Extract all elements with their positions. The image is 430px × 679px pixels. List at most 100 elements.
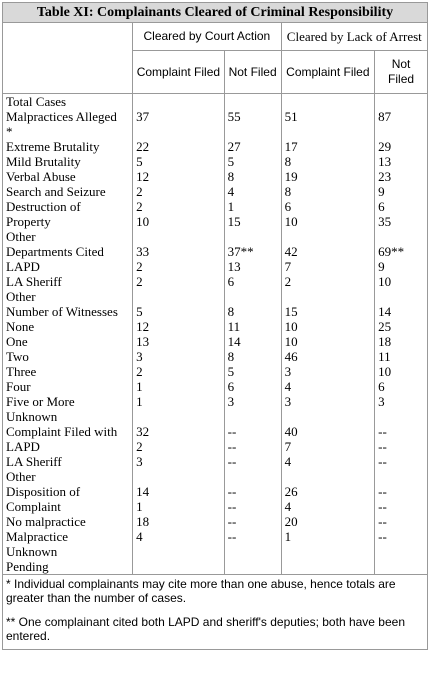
cell-value: 46 xyxy=(284,349,298,364)
row-label: Four xyxy=(6,379,31,394)
row-label: Complaint xyxy=(6,499,61,514)
cell-value: 51 xyxy=(284,109,298,124)
value-cell: 40 7 4 xyxy=(280,424,376,484)
cell-value: 1 xyxy=(136,379,143,394)
cell-value: 2 xyxy=(136,439,143,454)
cell-value: 9 xyxy=(378,184,385,199)
cell-value: 69** xyxy=(378,244,405,259)
row-label: Other xyxy=(6,229,36,244)
cell-value: -- xyxy=(227,439,237,454)
row-label: Departments Cited xyxy=(6,244,104,259)
cell-value: 37** xyxy=(227,244,254,259)
row-label: * xyxy=(6,124,13,139)
label-cell: Departments Cited LAPD LA Sheriff Other xyxy=(1,244,134,304)
value-cell: 42 7 2 xyxy=(280,244,376,304)
value-cell: 14 1 18 4 xyxy=(132,484,225,575)
cell-value: 4 xyxy=(284,379,292,394)
row-label: One xyxy=(6,334,28,349)
cell-value: 2 xyxy=(136,259,143,274)
cell-value: -- xyxy=(227,454,237,469)
cell-value: 37 xyxy=(136,109,150,124)
cell-value: 12 xyxy=(136,319,150,334)
cell-value: 27 xyxy=(227,139,241,154)
cell-value: 2 xyxy=(284,274,292,289)
cell-value: 11 xyxy=(378,349,391,364)
value-cell: 15 10 10 46 3 4 3 xyxy=(280,304,376,424)
value-cell: 33 2 2 xyxy=(132,244,225,304)
cell-value: 42 xyxy=(284,244,298,259)
value-cell: 8 11 14 8 5 6 3 xyxy=(223,304,282,424)
cell-value: 26 xyxy=(284,484,298,499)
label-cell: Extreme Brutality Mild Brutality Verbal Ab… xyxy=(1,139,134,244)
table-title: Table XI: Complainants Cleared of Crimin… xyxy=(2,2,428,23)
cell-value: -- xyxy=(227,529,237,544)
cell-value: 35 xyxy=(378,214,392,229)
row-label: Unknown xyxy=(6,409,58,424)
row-label: LA Sheriff xyxy=(6,454,62,469)
group-header: Cleared by Lack of Arrest xyxy=(280,22,429,51)
cell-value: 2 xyxy=(136,199,143,214)
cell-value: 1 xyxy=(284,529,292,544)
cell-value: 6 xyxy=(378,379,385,394)
cell-value: 22 xyxy=(136,139,150,154)
section-row: Complaint Filed with LAPD LA Sheriff Other 3… xyxy=(1,424,428,484)
row-label: Other xyxy=(6,469,36,484)
footnote: ** One complainant cited both LAPD and s… xyxy=(6,615,405,643)
cell-value: 6 xyxy=(227,379,235,394)
cell-value: 3 xyxy=(378,394,385,409)
cell-value: 5 xyxy=(227,364,235,379)
cell-value: 6 xyxy=(378,199,385,214)
cell-value: -- xyxy=(378,514,387,529)
value-cell: 29 13 23 9 6 35 xyxy=(374,139,428,244)
section-row: Total Cases Malpractices Alleged * 37 55 51 87 xyxy=(1,93,428,139)
value-cell: 87 xyxy=(374,93,428,139)
cell-value: 2 xyxy=(136,364,143,379)
cell-value: 4 xyxy=(284,499,292,514)
cell-value: 14 xyxy=(378,304,392,319)
label-cell: Complaint Filed with LAPD LA Sheriff Other xyxy=(1,424,134,484)
label-cell: Number of Witnesses None One Two Three Four Fi… xyxy=(1,304,134,424)
sub-header: Not Filed xyxy=(223,50,282,94)
cell-value: 10 xyxy=(284,319,298,334)
cell-value: -- xyxy=(227,424,237,439)
cell-value: -- xyxy=(227,499,237,514)
cell-value: 7 xyxy=(284,259,292,274)
cell-value: 17 xyxy=(284,139,298,154)
row-label: Unknown xyxy=(6,544,58,559)
cell-value: 15 xyxy=(227,214,241,229)
value-cell: 5 12 13 3 2 1 1 xyxy=(132,304,225,424)
row-label: Search and Seizure xyxy=(6,184,106,199)
cell-value: 25 xyxy=(378,319,392,334)
section-row: Departments Cited LAPD LA Sheriff Other 33 2 2… xyxy=(1,244,428,304)
row-label: Extreme Brutality xyxy=(6,139,100,154)
cell-value: 12 xyxy=(136,169,150,184)
cell-value: -- xyxy=(227,484,237,499)
cell-value: 6 xyxy=(227,274,235,289)
value-cell: -- -- -- xyxy=(223,424,282,484)
value-cell: 17 8 19 8 6 10 xyxy=(280,139,376,244)
value-cell: 14 25 18 11 10 6 3 xyxy=(374,304,428,424)
cell-value: 13 xyxy=(227,259,241,274)
row-label: Other xyxy=(6,289,36,304)
cell-value: -- xyxy=(378,484,387,499)
sub-header: Not Filed xyxy=(374,50,428,94)
cell-value: 20 xyxy=(284,514,298,529)
table-body: Total Cases Malpractices Alleged * 37 55 51 87… xyxy=(1,93,428,575)
value-cell: 32 2 3 xyxy=(132,424,225,484)
cell-value: 8 xyxy=(227,169,235,184)
section-row: Disposition of Complaint No malpractice Mal… xyxy=(1,484,428,575)
cell-value: 18 xyxy=(378,334,392,349)
cell-value: 40 xyxy=(284,424,298,439)
cell-value: 14 xyxy=(227,334,241,349)
cell-value: -- xyxy=(378,439,387,454)
footnote: * Individual complainants may cite more … xyxy=(6,577,396,605)
cell-value: 3 xyxy=(136,349,143,364)
cell-value: 3 xyxy=(227,394,235,409)
row-label: LAPD xyxy=(6,439,40,454)
cell-value: 4 xyxy=(284,454,292,469)
cell-value: 1 xyxy=(227,199,235,214)
value-cell: -- -- -- -- xyxy=(374,484,428,575)
value-cell: 37 xyxy=(132,93,225,139)
row-label: Disposition of xyxy=(6,484,81,499)
